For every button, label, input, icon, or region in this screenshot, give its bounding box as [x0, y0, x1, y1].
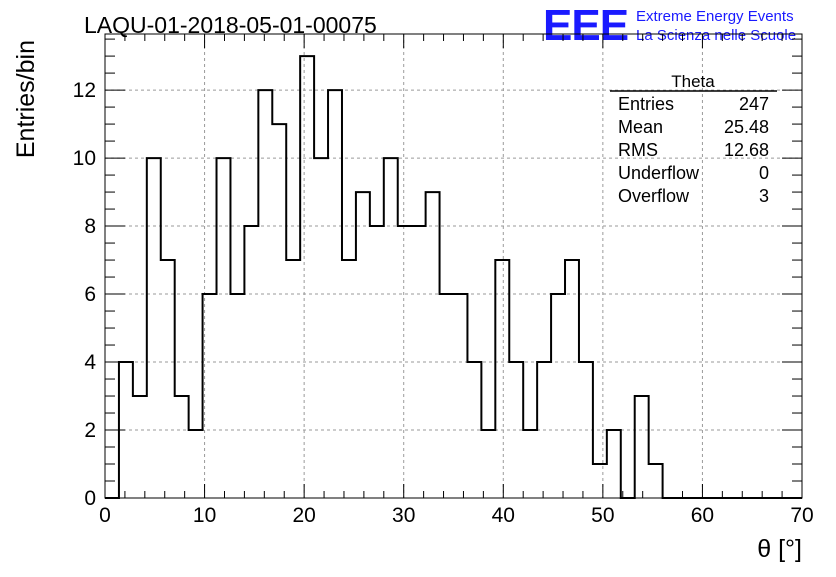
x-tick-label: 30 [392, 504, 415, 527]
stats-label: Overflow [618, 186, 690, 206]
axis-ticks [104, 34, 803, 499]
y-tick-label: 6 [84, 283, 96, 306]
stats-label: Mean [618, 117, 663, 137]
stats-label: Underflow [618, 163, 700, 183]
stats-box: Theta Entries 247 Mean 25.48 RMS 12.68 Underfl… [610, 72, 777, 206]
eee-logo-line1: Extreme Energy Events [636, 8, 794, 25]
x-tick-label: 40 [492, 504, 515, 527]
eee-logo-line2: La Scienza nelle Scuole [636, 27, 796, 44]
x-tick-label: 50 [591, 504, 614, 527]
x-tick-label: 20 [292, 504, 315, 527]
y-tick-label: 10 [73, 147, 96, 170]
stats-value: 247 [739, 94, 769, 114]
stats-value: 12.68 [724, 140, 769, 160]
grid-lines [105, 34, 802, 498]
x-tick-label: 10 [193, 504, 216, 527]
x-tick-label: 70 [790, 504, 813, 527]
stats-value: 25.48 [724, 117, 769, 137]
eee-logo: EEE Extreme Energy Events La Scienza nel… [543, 1, 796, 50]
y-tick-label: 2 [84, 419, 96, 442]
stats-title: Theta [671, 72, 715, 91]
stats-rows: Entries 247 Mean 25.48 RMS 12.68 Underflow 0 Ove… [618, 94, 769, 206]
y-tick-label: 0 [84, 487, 96, 510]
stats-value: 0 [759, 163, 769, 183]
stats-label: Entries [618, 94, 674, 114]
y-tick-label: 8 [84, 215, 96, 238]
y-axis-label: Entries/bin [12, 40, 40, 158]
y-tick-label: 4 [84, 351, 96, 374]
histogram-outline [105, 55, 802, 499]
x-axis-label: θ [°] [757, 535, 802, 563]
y-tick-label: 12 [73, 79, 96, 102]
stats-value: 3 [759, 186, 769, 206]
plot-frame [104, 33, 803, 499]
eee-logo-mark: EEE [543, 1, 628, 50]
stats-label: RMS [618, 140, 658, 160]
x-tick-label: 60 [691, 504, 714, 527]
x-tick-label: 0 [99, 504, 111, 527]
